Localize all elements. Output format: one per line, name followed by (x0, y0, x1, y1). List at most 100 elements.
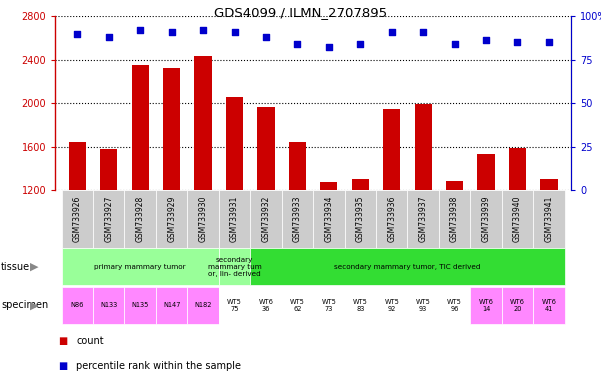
Bar (313, 190, 344, 248)
Text: GSM733939: GSM733939 (481, 195, 490, 242)
Text: WT6
20: WT6 20 (510, 299, 525, 312)
Point (387, 29, 397, 35)
Bar (477, 154, 495, 321)
Bar (502, 190, 533, 248)
Bar (195, 56, 212, 321)
Bar (124, 287, 156, 324)
Text: ■: ■ (58, 361, 67, 371)
Text: GSM733930: GSM733930 (198, 195, 207, 242)
Bar (132, 65, 149, 321)
Bar (439, 190, 471, 248)
Bar (407, 287, 439, 324)
Point (355, 41, 365, 47)
Point (513, 39, 522, 45)
Bar (502, 287, 533, 324)
Bar (61, 248, 219, 285)
Point (450, 41, 459, 47)
Bar (344, 190, 376, 248)
Text: GSM733929: GSM733929 (167, 196, 176, 242)
Text: count: count (76, 336, 104, 346)
Bar (156, 287, 188, 324)
Point (418, 29, 428, 35)
Bar (376, 190, 407, 248)
Bar (163, 68, 180, 321)
Text: WT5
73: WT5 73 (322, 299, 337, 312)
Point (293, 41, 302, 47)
Text: WT5
75: WT5 75 (227, 299, 242, 312)
Bar (533, 287, 565, 324)
Text: WT5
96: WT5 96 (447, 299, 462, 312)
Text: GSM733936: GSM733936 (387, 195, 396, 242)
Bar (288, 142, 306, 321)
Text: WT6
14: WT6 14 (478, 299, 493, 312)
Point (167, 29, 177, 35)
Bar (156, 190, 188, 248)
Text: N147: N147 (163, 302, 180, 308)
Point (230, 29, 239, 35)
Text: WT5
92: WT5 92 (384, 299, 399, 312)
Text: WT5
93: WT5 93 (416, 299, 430, 312)
Bar (320, 182, 338, 321)
Text: GSM733927: GSM733927 (104, 196, 113, 242)
Bar (100, 149, 117, 321)
Bar (69, 142, 86, 321)
Text: GSM733933: GSM733933 (293, 195, 302, 242)
Text: primary mammary tumor: primary mammary tumor (94, 264, 186, 270)
Bar (533, 190, 565, 248)
Text: GSM733931: GSM733931 (230, 196, 239, 242)
Bar (61, 190, 93, 248)
Text: GSM733938: GSM733938 (450, 196, 459, 242)
Bar (540, 179, 558, 321)
Bar (219, 287, 250, 324)
Text: GSM733934: GSM733934 (325, 195, 334, 242)
Bar (407, 190, 439, 248)
Text: N135: N135 (132, 302, 149, 308)
Bar (376, 287, 407, 324)
Text: tissue: tissue (1, 262, 30, 272)
Text: N133: N133 (100, 302, 117, 308)
Text: GSM733941: GSM733941 (545, 196, 554, 242)
Point (544, 39, 554, 45)
Bar (219, 248, 250, 285)
Bar (250, 190, 282, 248)
Bar (93, 190, 124, 248)
Point (324, 45, 334, 51)
Text: N86: N86 (70, 302, 84, 308)
Bar (219, 190, 250, 248)
Bar (257, 108, 275, 321)
Bar (471, 287, 502, 324)
Bar (188, 190, 219, 248)
Text: WT5
62: WT5 62 (290, 299, 305, 312)
Text: GSM733932: GSM733932 (261, 196, 270, 242)
Text: GDS4099 / ILMN_2707895: GDS4099 / ILMN_2707895 (214, 6, 387, 19)
Point (481, 37, 491, 43)
Text: specimen: specimen (1, 300, 49, 310)
Bar (352, 179, 369, 321)
Text: GSM733940: GSM733940 (513, 195, 522, 242)
Text: GSM733926: GSM733926 (73, 196, 82, 242)
Bar (250, 287, 282, 324)
Text: percentile rank within the sample: percentile rank within the sample (76, 361, 242, 371)
Bar (61, 287, 93, 324)
Bar (226, 97, 243, 321)
Point (73, 30, 82, 36)
Bar (471, 190, 502, 248)
Text: secondary mammary tumor, TIC derived: secondary mammary tumor, TIC derived (334, 264, 481, 270)
Text: N182: N182 (194, 302, 212, 308)
Bar (415, 104, 432, 321)
Bar (313, 287, 344, 324)
Text: WT5
83: WT5 83 (353, 299, 368, 312)
Text: ■: ■ (58, 336, 67, 346)
Bar (188, 287, 219, 324)
Text: GSM733928: GSM733928 (136, 196, 145, 242)
Bar (509, 148, 526, 321)
Bar (383, 109, 400, 321)
Bar (282, 287, 313, 324)
Bar (282, 190, 313, 248)
Text: secondary
mammary tum
or, lin- derived: secondary mammary tum or, lin- derived (207, 257, 261, 277)
Bar (344, 287, 376, 324)
Bar (124, 190, 156, 248)
Point (198, 27, 208, 33)
Text: GSM733937: GSM733937 (419, 195, 428, 242)
Text: ▶: ▶ (30, 262, 38, 272)
